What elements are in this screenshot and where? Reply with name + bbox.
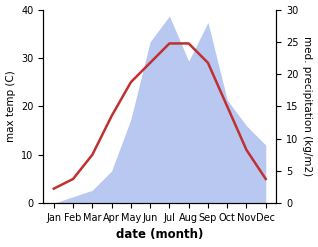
Y-axis label: med. precipitation (kg/m2): med. precipitation (kg/m2) — [302, 36, 313, 176]
X-axis label: date (month): date (month) — [116, 228, 204, 242]
Y-axis label: max temp (C): max temp (C) — [5, 70, 16, 142]
